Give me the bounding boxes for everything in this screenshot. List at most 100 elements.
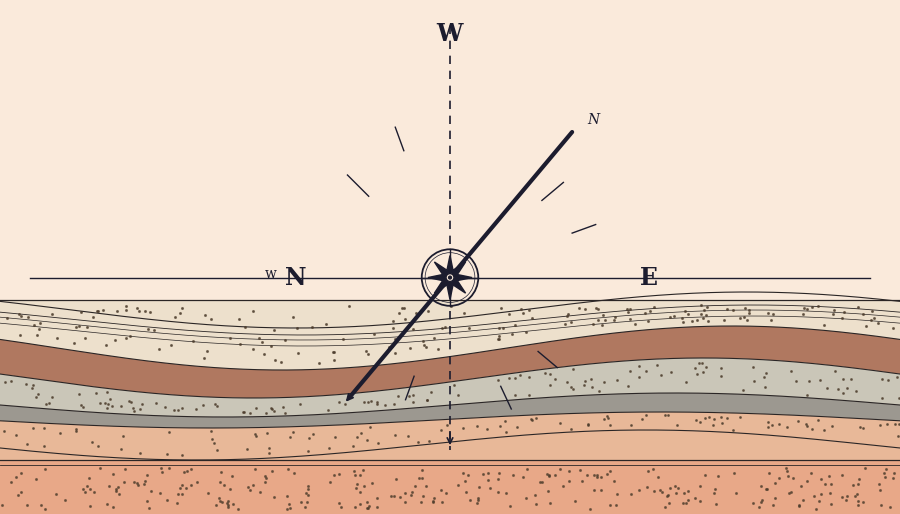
Point [786,474,800,482]
Circle shape [448,276,452,279]
Point [14,488,28,496]
Point [784,366,798,375]
Point [80,482,94,490]
Point [632,486,646,494]
Point [154,468,168,476]
Point [248,430,262,438]
Point [541,487,555,495]
Point [689,316,704,324]
Point [850,501,865,509]
Point [587,471,601,479]
Point [514,304,528,313]
Point [434,426,448,434]
Point [152,489,166,498]
Point [510,423,525,431]
Point [609,490,624,498]
Point [283,504,297,512]
Point [828,367,842,375]
Point [852,474,867,483]
Point [681,496,696,504]
Point [491,488,506,496]
Point [414,498,428,506]
Point [434,486,448,494]
Point [801,377,815,385]
Point [68,323,83,331]
Point [361,503,375,511]
Point [327,471,341,479]
Point [220,501,235,509]
Point [237,408,251,416]
Point [264,404,278,412]
Point [663,368,678,376]
Point [223,334,238,342]
Point [772,474,787,483]
Point [632,362,646,370]
Point [83,502,97,510]
Point [695,358,709,366]
Point [824,500,839,508]
Point [312,358,327,366]
Point [384,342,399,351]
Point [878,472,892,481]
Point [839,496,853,504]
Point [698,362,713,371]
Point [562,476,576,485]
Point [302,491,316,499]
Point [727,469,742,478]
Point [259,474,274,482]
Point [528,491,543,499]
Point [667,311,681,320]
Point [361,350,375,358]
Point [418,343,433,352]
Point [106,503,121,511]
Point [170,499,184,507]
Point [662,499,677,507]
Point [197,311,211,319]
Point [835,492,850,501]
Point [252,334,266,342]
Polygon shape [0,393,900,428]
Point [593,486,608,494]
Point [127,478,141,486]
Point [543,370,557,378]
Point [597,378,611,386]
Point [846,481,860,489]
Point [837,308,851,317]
Point [14,311,28,320]
Point [69,427,84,435]
Text: N: N [285,266,307,289]
Point [681,310,696,318]
Point [835,389,850,397]
Point [132,405,147,413]
Point [598,414,612,423]
Point [566,386,580,394]
Point [341,302,356,310]
Point [890,373,900,381]
Point [86,313,100,321]
Point [451,481,465,489]
Point [542,472,556,480]
Point [681,486,696,494]
Point [800,421,814,430]
Point [698,471,712,479]
Point [111,483,125,491]
Point [875,394,889,402]
Point [212,494,227,503]
Point [766,309,780,318]
Point [356,398,371,406]
Point [565,365,580,373]
Point [74,308,88,316]
Point [522,391,536,399]
Point [871,480,886,488]
Point [85,437,99,446]
Point [91,307,105,315]
Point [287,469,302,477]
Point [472,483,486,491]
Point [326,348,340,356]
Point [77,487,92,495]
Point [891,432,900,440]
Point [640,483,654,491]
Point [357,482,372,490]
Point [596,310,610,319]
Point [726,426,741,434]
